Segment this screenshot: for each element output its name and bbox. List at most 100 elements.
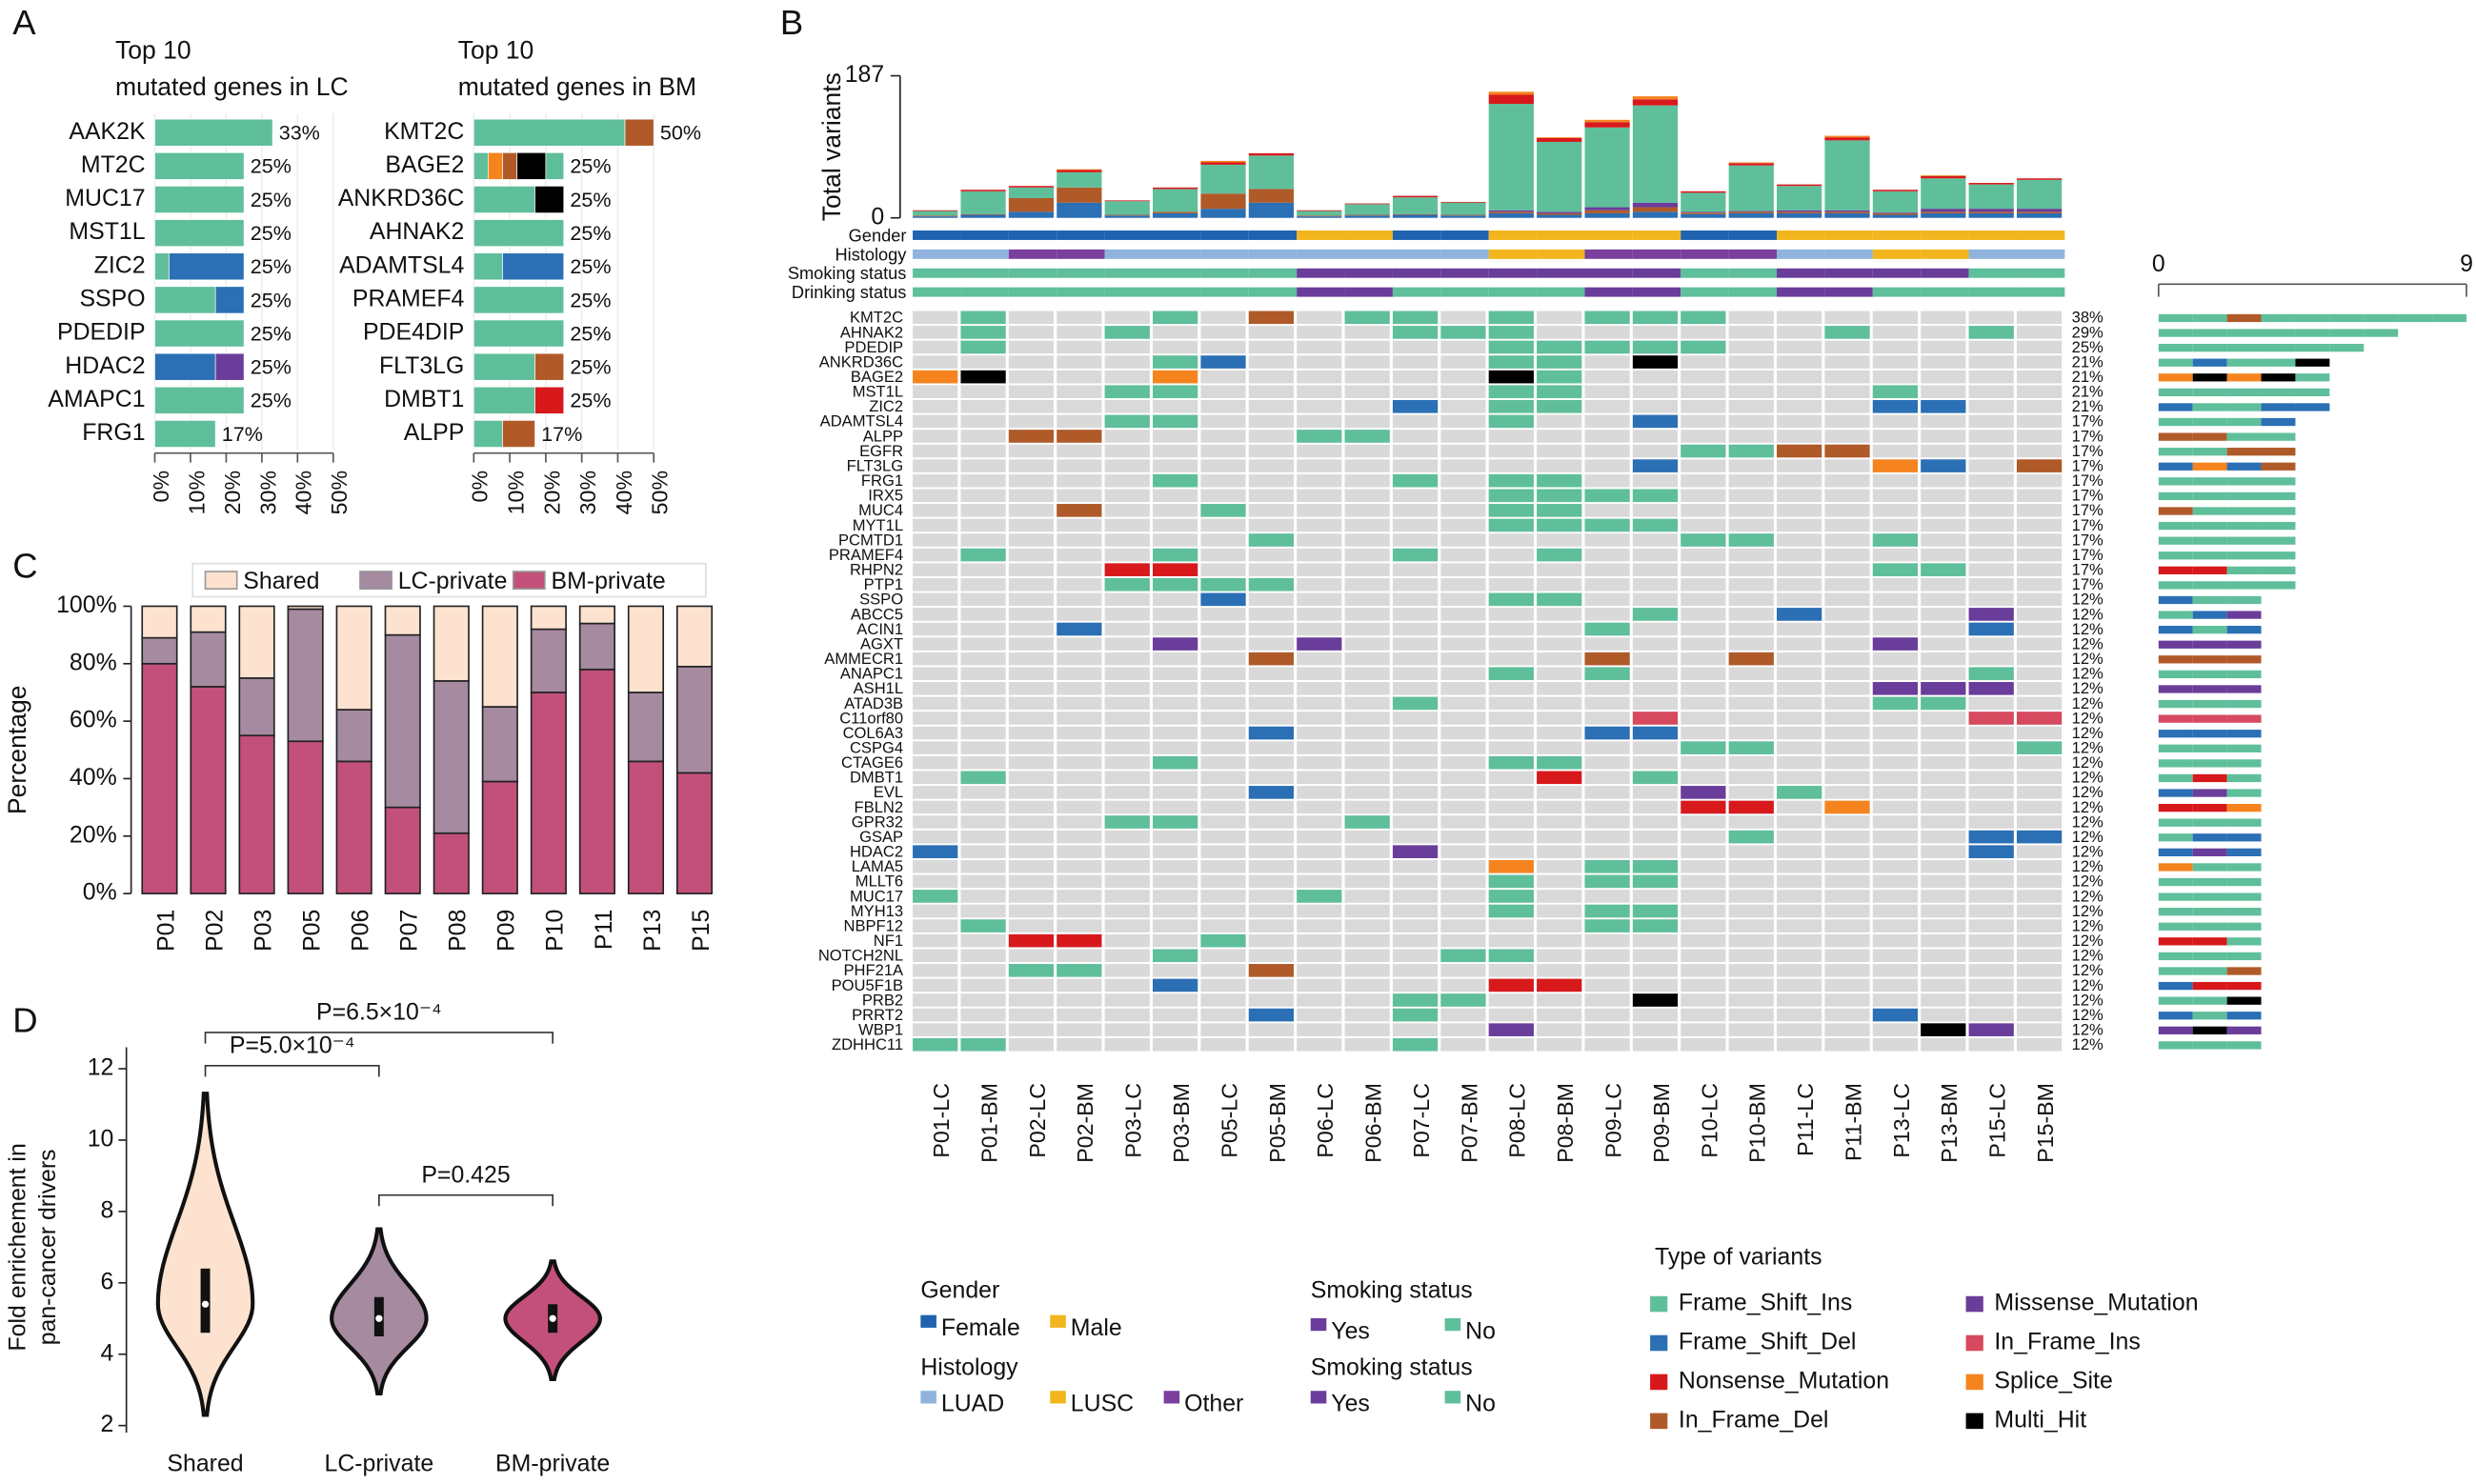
- cell-bg: [2016, 489, 2063, 503]
- cell-bg: [1584, 326, 1630, 339]
- total-bar: [1392, 214, 1439, 218]
- cell-bg: [1824, 592, 1870, 607]
- cell-bg: [1921, 652, 1966, 666]
- track-cell: [1200, 268, 1249, 278]
- cell-bg: [1008, 518, 1055, 532]
- side-bar: [2158, 388, 2193, 397]
- cell-bg: [1537, 726, 1582, 740]
- cell-bg: [1681, 667, 1726, 681]
- cell-bg: [1440, 726, 1486, 740]
- sample-label: P13-LC: [1889, 1083, 1914, 1158]
- gene-label: NF1: [874, 932, 903, 950]
- sample-label: P03-LC: [1121, 1083, 1146, 1158]
- cell-bg: [1632, 385, 1679, 399]
- cell-bg: [1344, 518, 1390, 532]
- cell-bg: [1584, 933, 1630, 948]
- cell-bg: [1297, 949, 1342, 963]
- sample-label: P09-BM: [1649, 1083, 1674, 1163]
- cell-bg: [1537, 622, 1582, 636]
- track-cell: [1488, 268, 1538, 278]
- cell-bg: [1824, 370, 1870, 384]
- cell-bg: [960, 830, 1006, 844]
- percent-label: 12%: [2072, 932, 2104, 950]
- x-tick-label: P13: [639, 910, 666, 952]
- legend-label: Male: [1071, 1314, 1122, 1341]
- cell-bg: [960, 755, 1006, 770]
- cell-bg: [1488, 533, 1534, 547]
- gene-label: LAMA5: [852, 857, 903, 875]
- percent-label: 12%: [2072, 843, 2104, 861]
- cell-bg: [1152, 459, 1198, 472]
- cell-bg: [1104, 755, 1150, 770]
- cell-bg: [913, 385, 958, 399]
- cell-bg: [1200, 741, 1246, 754]
- cell-bg: [1632, 577, 1679, 592]
- cell-bg: [1872, 933, 1919, 948]
- mutation-cell: [1392, 845, 1439, 858]
- side-bar: [2226, 922, 2262, 931]
- side-bar: [2192, 358, 2227, 367]
- total-bar: [1681, 211, 1726, 213]
- track-cell: [1200, 230, 1249, 240]
- cell-bg: [1584, 563, 1630, 576]
- side-bar: [2192, 611, 2227, 619]
- cell-bg: [1968, 637, 2014, 651]
- cell-bg: [1632, 563, 1679, 576]
- cell-bg: [1057, 414, 1102, 429]
- cell-bg: [1777, 622, 1822, 636]
- side-bar: [2158, 908, 2193, 916]
- cell-bg: [1200, 800, 1246, 814]
- cell-bg: [1488, 430, 1534, 443]
- cell-bg: [1537, 667, 1582, 681]
- legend-box: [191, 562, 707, 598]
- total-bar: [1968, 183, 2014, 185]
- percent-label: 17%: [2072, 516, 2104, 534]
- cell-bg: [2016, 504, 2063, 517]
- side-bar: [2226, 818, 2262, 827]
- cell-bg: [1440, 859, 1486, 873]
- bar-segment: [335, 709, 372, 763]
- total-bar: [1344, 204, 1390, 215]
- gene-label: SSPO: [859, 591, 903, 609]
- cell-bg: [2016, 755, 2063, 770]
- cell-bg: [960, 518, 1006, 532]
- cell-bg: [1537, 682, 1582, 695]
- cell-bg: [1104, 978, 1150, 993]
- gene-label: ADAMTSL4: [339, 251, 464, 278]
- side-bar: [2158, 626, 2193, 634]
- cell-bg: [1777, 978, 1822, 993]
- cell-bg: [1057, 696, 1102, 711]
- cell-bg: [1200, 414, 1246, 429]
- cell-bg: [1824, 1008, 1870, 1022]
- cell-bg: [1392, 518, 1439, 532]
- cell-bg: [2016, 577, 2063, 592]
- total-bar: [1584, 122, 1630, 128]
- side-bar: [2261, 313, 2296, 323]
- cell-bg: [1968, 533, 2014, 547]
- side-bar: [2158, 892, 2193, 901]
- side-bar: [2226, 581, 2262, 590]
- cell-bg: [1152, 682, 1198, 695]
- mutation-cell: [1057, 430, 1102, 443]
- cell-bg: [1440, 473, 1486, 488]
- cell-bg: [1824, 430, 1870, 443]
- percent-label: 12%: [2072, 605, 2104, 623]
- mutation-cell: [1488, 340, 1534, 354]
- cell-bg: [1200, 964, 1246, 977]
- cell-bg: [913, 504, 958, 517]
- percent-label: 12%: [2072, 1021, 2104, 1039]
- side-bar: [2192, 714, 2227, 723]
- track-cell: [1872, 287, 1922, 297]
- mutation-cell: [1584, 904, 1630, 918]
- side-bar: [2158, 981, 2193, 991]
- cell-bg: [1392, 904, 1439, 918]
- cell-bg: [1632, 1008, 1679, 1022]
- cell-bg: [1248, 385, 1295, 399]
- legend-label: Missense_Mutation: [1994, 1290, 2198, 1316]
- percent-label: 17%: [2072, 546, 2104, 564]
- total-bar: [1008, 211, 1055, 218]
- gene-label: ATAD3B: [844, 694, 903, 712]
- gene-label: ALPP: [404, 419, 465, 446]
- track-cell: [1297, 287, 1345, 297]
- value-label: 25%: [570, 255, 611, 278]
